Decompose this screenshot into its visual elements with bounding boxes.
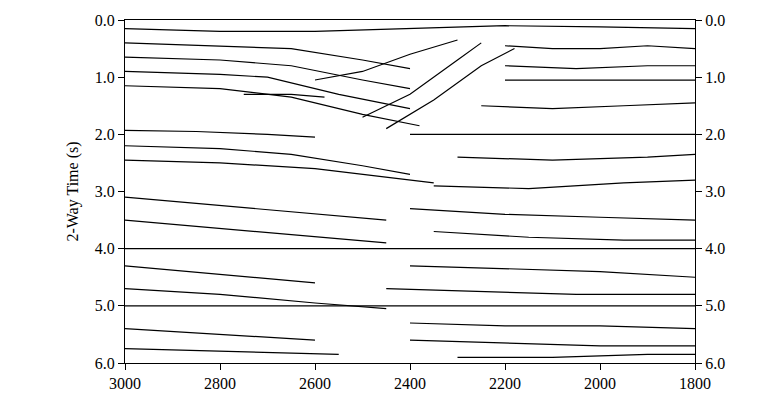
svg-text:1.0: 1.0	[705, 69, 725, 86]
svg-text:2.0: 2.0	[705, 126, 725, 143]
svg-text:2400: 2400	[394, 375, 426, 392]
svg-text:2600: 2600	[299, 375, 331, 392]
svg-text:2800: 2800	[204, 375, 236, 392]
svg-text:2-Way Time (s): 2-Way Time (s)	[64, 141, 82, 241]
svg-text:6.0: 6.0	[705, 355, 725, 372]
svg-text:5.0: 5.0	[705, 297, 725, 314]
svg-text:0.0: 0.0	[705, 12, 725, 29]
svg-text:2000: 2000	[584, 375, 616, 392]
svg-text:3000: 3000	[109, 375, 141, 392]
svg-text:2.0: 2.0	[95, 126, 115, 143]
svg-text:1800: 1800	[679, 375, 711, 392]
svg-text:2200: 2200	[489, 375, 521, 392]
svg-text:1.0: 1.0	[95, 69, 115, 86]
svg-text:5.0: 5.0	[95, 297, 115, 314]
svg-text:0.0: 0.0	[95, 12, 115, 29]
svg-text:3.0: 3.0	[705, 183, 725, 200]
svg-text:4.0: 4.0	[95, 240, 115, 257]
svg-text:3.0: 3.0	[95, 183, 115, 200]
svg-text:4.0: 4.0	[705, 240, 725, 257]
svg-text:6.0: 6.0	[95, 355, 115, 372]
